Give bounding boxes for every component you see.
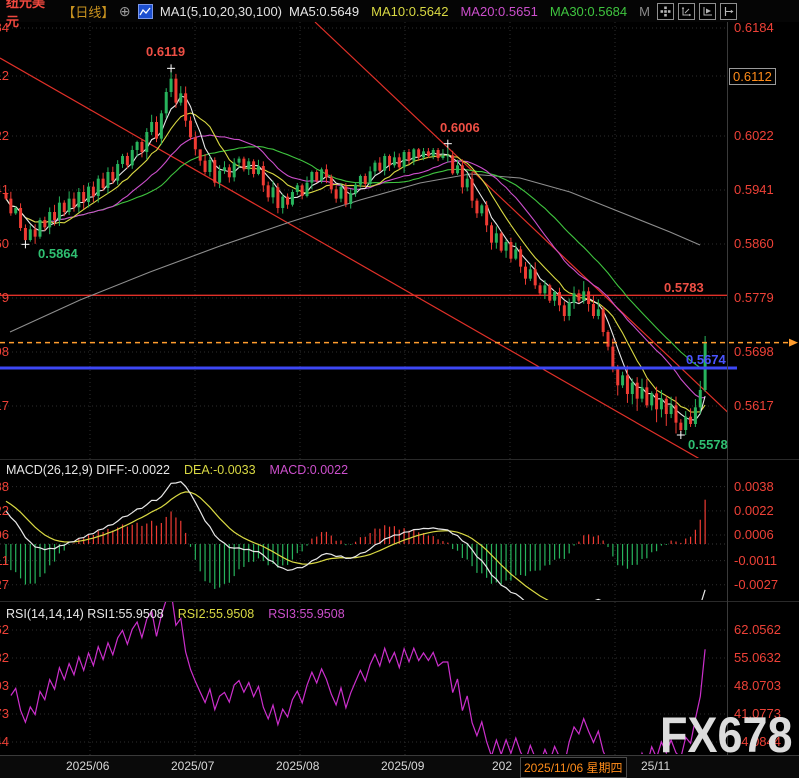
ma-legend: MA5:0.5649 MA10:0.5642 MA20:0.5651 MA30:0.5…	[289, 4, 650, 19]
y-axis-label-macd: -0.0011	[734, 552, 778, 568]
y-axis-label-macd: 0.0038	[734, 478, 774, 494]
y-axis-label-main: 0.5860	[734, 236, 774, 251]
circle-plus-icon[interactable]: ⊕	[118, 3, 131, 19]
y-axis-label-macd: -0.0027	[734, 576, 779, 592]
toolbar	[657, 2, 737, 20]
symbol-name: 纽元美元	[6, 0, 46, 29]
macd-title: MACD(26,12,9) DIFF:-0.0022	[6, 463, 170, 477]
ma-legend-item-4: M	[639, 3, 650, 19]
clipped-digit: 0.5617	[0, 398, 9, 412]
macd-dea-value: DEA:-0.0033	[183, 463, 256, 477]
y-axis-label-clipped-main: 0.5698	[0, 344, 9, 358]
time-axis-label: 202	[492, 759, 513, 773]
date-highlight: 2025/11/06 星期四	[520, 757, 627, 778]
clipped-digit: 0.5941	[0, 182, 9, 196]
y-axis-label-main: 0.5698	[734, 344, 774, 359]
clipped-digit: 0.5779	[0, 290, 9, 304]
y-axis-label-clipped-rsi: 41.0773	[0, 706, 9, 720]
y-axis-label-clipped-main: 0.6184	[0, 20, 9, 34]
y-axis-label-clipped-macd: -0.0011	[0, 553, 9, 567]
y-axis-label-main: 0.5779	[734, 290, 774, 305]
time-axis-label: 25/11	[641, 759, 671, 773]
y-axis-label-rsi: 41.0773	[734, 706, 781, 722]
rsi3-value: RSI3:55.9508	[268, 607, 345, 621]
price-label-high-september: 0.6006	[440, 120, 480, 135]
price-label-resistance: 0.5783	[664, 280, 704, 295]
clipped-digit: 41.0773	[0, 706, 9, 721]
y-axis-label-main: 0.6184	[734, 20, 774, 35]
y-axis-label-rsi: 34.0844	[734, 734, 781, 750]
y-axis-label-main: 0.6022	[734, 128, 774, 143]
clipped-digit: 0.5860	[0, 236, 9, 250]
y-axis-label-clipped-main: 0.5779	[0, 290, 9, 304]
ma-legend-item-3: MA30:0.5684	[549, 3, 628, 19]
y-axis-label-clipped-main: 0.5941	[0, 182, 9, 196]
y-axis-label-rsi: 62.0562	[734, 622, 781, 637]
period-label[interactable]: 【日线】	[62, 4, 115, 20]
ma-legend-item-1: MA10:0.5642	[371, 3, 449, 19]
time-axis-label: 2025/07	[171, 759, 215, 773]
clipped-digit: 0.0006	[0, 526, 9, 541]
macd-macd-value: MACD:0.0022	[269, 463, 349, 477]
clipped-digit: 34.0844	[0, 734, 9, 749]
y-axis-label-clipped-rsi: 55.0632	[0, 650, 9, 664]
ma-legend-item-0: MA5:0.5649	[289, 3, 360, 19]
y-axis-label-clipped-macd: 0.0006	[0, 527, 9, 541]
y-axis-label-main: 0.5617	[734, 398, 774, 413]
rsi2-value: RSI2:55.9508	[177, 607, 255, 621]
time-axis: 2025/06 2025/07 2025/08 2025/09 202 25/11 2025…	[0, 756, 799, 778]
zoom-axis-icon[interactable]	[678, 2, 695, 20]
top-bar: 纽元美元 【日线】 ⊕ MA1(5,10,20,30,100) MA5:0.56…	[0, 0, 799, 29]
clipped-digit: 48.0703	[0, 678, 9, 692]
clipped-digit: 0.0022	[0, 502, 9, 517]
clipped-digit: 0.0038	[0, 478, 9, 493]
chart-type-icon[interactable]	[137, 3, 153, 19]
y-axis-label-clipped-main: 0.6022	[0, 128, 9, 142]
clipped-digit: 55.0632	[0, 650, 9, 664]
clipped-digit: -0.0027	[0, 576, 9, 591]
clipped-digit: 0.5698	[0, 344, 9, 358]
y-axis-label-main: 0.6112	[729, 68, 776, 85]
time-axis-label: 2025/09	[381, 759, 425, 773]
clipped-digit: 0.6112	[0, 68, 9, 82]
y-axis-label-clipped-rsi: 62.0562	[0, 622, 9, 636]
y-axis-label-macd: 0.0022	[734, 502, 774, 518]
price-label-low-november: 0.5578	[688, 437, 728, 452]
price-label-high-june: 0.6119	[146, 44, 186, 59]
ma-settings-label[interactable]: MA1(5,10,20,30,100)	[159, 3, 283, 19]
pan-icon[interactable]	[657, 2, 674, 20]
time-axis-label: 2025/08	[276, 759, 320, 773]
y-axis-label-clipped-rsi: 48.0703	[0, 678, 9, 692]
y-axis-label-macd: 0.0006	[734, 526, 774, 542]
ma-legend-item-2: MA20:0.5651	[460, 3, 538, 19]
rsi-header: RSI(14,14,14) RSI1:55.9508 RSI2:55.9508 …	[6, 607, 345, 621]
watermark: FX678	[660, 707, 793, 763]
time-axis-label: 2025/06	[66, 759, 110, 773]
price-label-low-may: 0.5864	[38, 246, 78, 261]
clipped-digit: -0.0011	[0, 552, 9, 567]
clipped-digit: 62.0562	[0, 622, 9, 636]
price-label-support: 0.5674	[686, 352, 726, 367]
rsi-title: RSI(14,14,14) RSI1:55.9508	[6, 607, 164, 621]
y-axis-label-clipped-main: 0.5617	[0, 398, 9, 412]
y-axis-label-clipped-macd: 0.0038	[0, 479, 9, 493]
macd-header: MACD(26,12,9) DIFF:-0.0022 DEA:-0.0033 M…	[6, 463, 348, 477]
y-axis-label-clipped-main: 0.6112	[0, 68, 9, 82]
y-axis-label-clipped-rsi: 34.0844	[0, 734, 9, 748]
y-axis-label-main: 0.5941	[734, 182, 774, 197]
y-axis-label-rsi: 48.0703	[734, 678, 781, 693]
clipped-digit: 0.6184	[0, 20, 9, 34]
y-axis-label-rsi: 55.0632	[734, 650, 781, 665]
y-axis-label-clipped-macd: -0.0027	[0, 577, 9, 591]
play-axis-icon[interactable]	[699, 2, 716, 20]
clipped-digit: 0.6022	[0, 128, 9, 142]
shift-right-icon[interactable]	[720, 2, 737, 20]
y-axis-label-clipped-main: 0.5860	[0, 236, 9, 250]
y-axis-label-clipped-macd: 0.0022	[0, 503, 9, 517]
